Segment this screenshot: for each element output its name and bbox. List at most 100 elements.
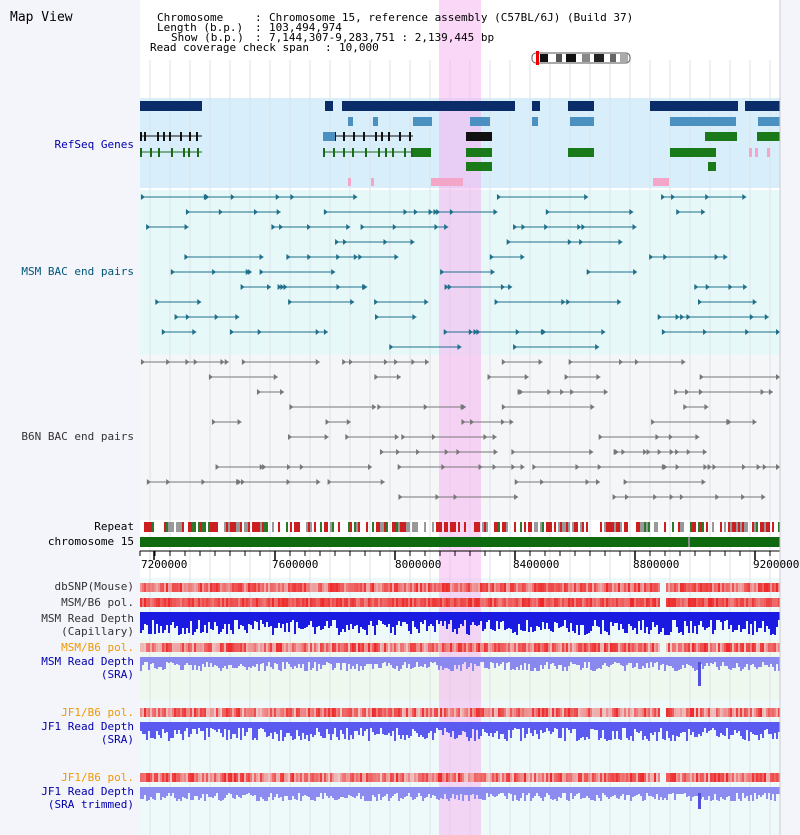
read-depth-bar <box>692 793 694 797</box>
read-depth-bar <box>522 620 524 631</box>
read-depth-bar <box>374 793 376 797</box>
track-label-b6n-bac[interactable]: B6N BAC end pairs <box>21 430 134 443</box>
polymorphism-cell <box>378 708 380 717</box>
bac-end-marker <box>185 209 190 215</box>
polymorphism-cell <box>188 773 190 782</box>
polymorphism-cell <box>758 583 760 592</box>
bac-end-marker <box>350 299 355 305</box>
polymorphism-cell <box>204 643 206 652</box>
read-depth-bar <box>664 620 666 635</box>
polymorphism-cell <box>328 708 330 717</box>
polymorphism-cell <box>608 583 610 592</box>
polymorphism-cell <box>228 773 230 782</box>
read-depth-bar <box>314 793 316 801</box>
read-depth-bar <box>506 793 508 799</box>
read-depth-bar <box>664 662 666 671</box>
read-depth-bar <box>160 662 162 667</box>
repeat-element <box>436 522 438 532</box>
polymorphism-cell <box>730 598 732 607</box>
repeat-element <box>768 522 770 532</box>
bac-end-marker <box>545 209 550 215</box>
read-depth-bar <box>338 620 340 635</box>
polymorphism-cell <box>690 643 692 652</box>
polymorphism-cell <box>404 708 406 717</box>
bac-end-marker <box>513 344 518 350</box>
read-depth-bar <box>558 662 560 665</box>
polymorphism-cell <box>730 773 732 782</box>
polymorphism-cell <box>248 643 250 652</box>
read-depth-bar <box>682 728 684 732</box>
polymorphism-cell <box>704 598 706 607</box>
polymorphism-cell <box>310 773 312 782</box>
repeat-element <box>444 522 446 532</box>
polymorphism-cell <box>156 708 158 717</box>
bac-end-marker <box>694 284 699 290</box>
polymorphism-cell <box>252 583 254 592</box>
read-depth-bar <box>592 620 594 626</box>
bac-end-marker <box>727 419 732 425</box>
polymorphism-cell <box>730 583 732 592</box>
read-depth-bar <box>210 662 212 663</box>
repeat-element <box>728 522 730 532</box>
read-depth-bar <box>568 662 570 666</box>
read-depth-bar <box>572 620 574 631</box>
polymorphism-cell <box>524 773 526 782</box>
read-depth-bar <box>484 662 486 668</box>
read-depth-bar <box>654 620 656 627</box>
read-depth-bar <box>332 662 334 670</box>
polymorphism-cell <box>234 643 236 652</box>
polymorphism-cell <box>672 583 674 592</box>
polymorphism-cell <box>764 643 766 652</box>
polymorphism-cell <box>146 643 148 652</box>
polymorphism-cell <box>184 643 186 652</box>
polymorphism-cell <box>766 773 768 782</box>
polymorphism-cell <box>420 598 422 607</box>
polymorphism-cell <box>762 643 764 652</box>
read-depth-bar <box>284 728 286 737</box>
read-depth-bar <box>598 620 600 627</box>
polymorphism-cell <box>408 583 410 592</box>
read-depth-bar <box>600 793 602 801</box>
polymorphism-cell <box>346 643 348 652</box>
read-depth-bar <box>166 728 168 732</box>
polymorphism-cell <box>594 643 596 652</box>
read-depth-bar <box>712 662 714 664</box>
read-depth-bar <box>222 620 224 629</box>
polymorphism-cell <box>544 708 546 717</box>
polymorphism-cell <box>624 583 626 592</box>
read-depth-bar <box>140 662 142 671</box>
read-depth-bar <box>206 620 208 633</box>
bac-end-marker <box>170 269 175 275</box>
read-depth-bar <box>328 728 330 734</box>
repeat-element <box>168 522 170 532</box>
read-depth-bar <box>542 728 544 733</box>
repeat-element <box>376 522 378 532</box>
read-depth-bar <box>252 793 254 796</box>
read-depth-bar <box>160 793 162 800</box>
polymorphism-cell <box>554 773 556 782</box>
polymorphism-cell <box>500 643 502 652</box>
polymorphism-cell <box>516 708 518 717</box>
read-depth-bar <box>444 662 446 668</box>
polymorphism-cell <box>476 643 478 652</box>
track-label-dbsnp: dbSNP(Mouse) <box>54 580 134 593</box>
read-depth-bar <box>160 620 162 626</box>
polymorphism-cell <box>296 773 298 782</box>
read-depth-bar <box>568 728 570 730</box>
read-depth-bar <box>428 728 430 733</box>
read-depth-bar <box>676 793 678 794</box>
track-label-msm-bac[interactable]: MSM BAC end pairs <box>21 265 134 278</box>
polymorphism-cell <box>526 583 528 592</box>
read-depth-bar <box>556 662 558 669</box>
read-depth-bar <box>158 662 160 667</box>
polymorphism-cell <box>546 708 548 717</box>
polymorphism-cell <box>262 708 264 717</box>
polymorphism-cell <box>180 643 182 652</box>
polymorphism-cell <box>640 583 642 592</box>
track-label-refseq[interactable]: RefSeq Genes <box>54 138 134 151</box>
polymorphism-cell <box>470 643 472 652</box>
polymorphism-cell <box>654 583 656 592</box>
polymorphism-cell <box>470 583 472 592</box>
read-depth-bar <box>646 620 648 627</box>
